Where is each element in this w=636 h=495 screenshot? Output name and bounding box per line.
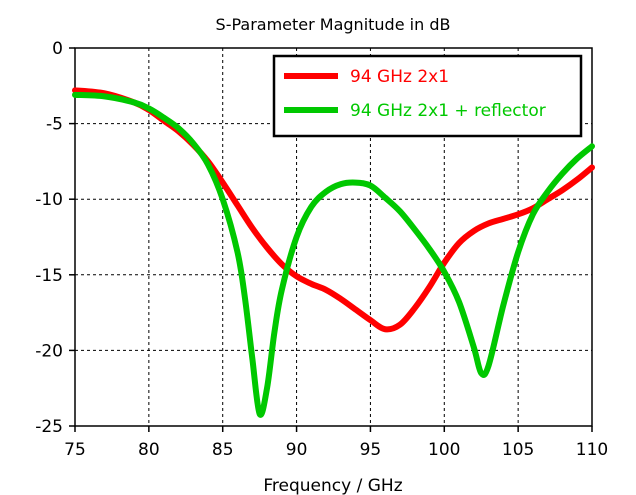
y-tick-label: -5	[46, 115, 63, 135]
x-tick-label: 105	[502, 440, 534, 460]
x-axis-ticks: 75 80 85 90 95 100 105 110	[64, 426, 608, 460]
y-tick-label: -15	[35, 266, 63, 286]
plot-border	[74, 47, 593, 427]
legend-box	[272, 54, 583, 138]
series-layer	[72, 87, 595, 418]
legend-label-94ghz-2x1: 94 GHz 2x1	[350, 67, 449, 87]
y-tick-label: -25	[35, 417, 63, 437]
x-tick-label: 80	[138, 440, 160, 460]
plot-area	[74, 47, 593, 427]
y-tick-label: -10	[35, 190, 63, 210]
x-tick-label: 90	[286, 440, 308, 460]
x-tick-label: 100	[428, 440, 460, 460]
legend: 94 GHz 2x1 94 GHz 2x1 + reflector	[272, 54, 583, 138]
y-axis-ticks: 0 -5 -10 -15 -20 -25	[35, 39, 75, 437]
x-tick-label: 110	[576, 440, 608, 460]
x-tick-label: 95	[360, 440, 382, 460]
y-tick-label: 0	[52, 39, 63, 59]
chart-title: S-Parameter Magnitude in dB	[216, 15, 451, 34]
series-line-94ghz-2x1-reflector	[72, 91, 595, 418]
x-tick-label: 75	[64, 440, 86, 460]
x-tick-label: 85	[212, 440, 234, 460]
x-axis-label: Frequency / GHz	[263, 476, 402, 495]
legend-label-94ghz-2x1-reflector: 94 GHz 2x1 + reflector	[350, 101, 546, 121]
y-tick-label: -20	[35, 341, 63, 361]
